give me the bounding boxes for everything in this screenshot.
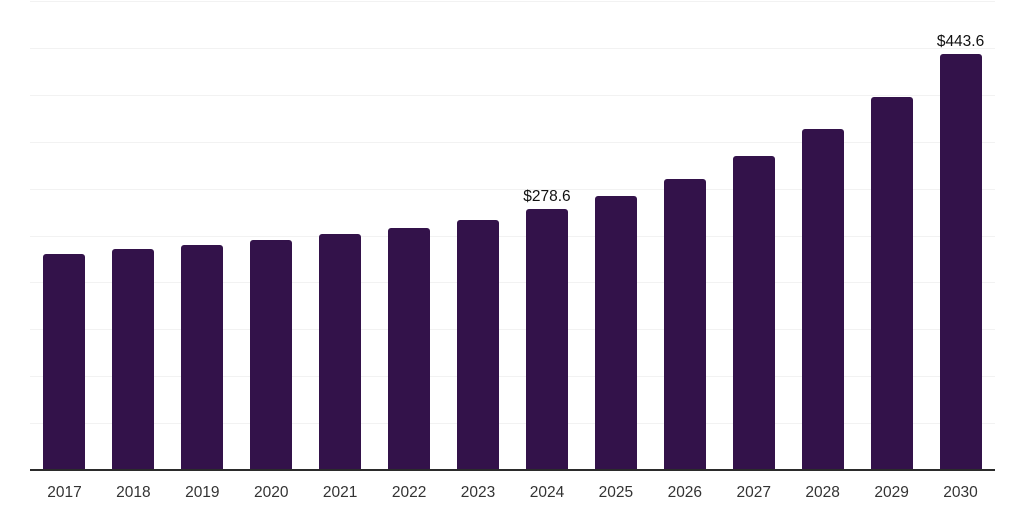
- gridline: [30, 236, 995, 237]
- gridline: [30, 142, 995, 143]
- gridline: [30, 48, 995, 49]
- gridline: [30, 329, 995, 330]
- x-tick-label-2027: 2027: [736, 484, 771, 501]
- x-tick-label-2025: 2025: [598, 484, 634, 501]
- bar-2019: [181, 244, 224, 470]
- bar-value-label-2030: $443.6: [936, 32, 985, 50]
- x-tick-label-2020: 2020: [254, 484, 289, 501]
- bar-2022: [388, 227, 431, 470]
- x-tick-label-2021: 2021: [322, 484, 358, 501]
- bar-2028: [801, 128, 844, 470]
- bar-2018: [112, 249, 155, 470]
- x-tick-label-2022: 2022: [391, 484, 427, 501]
- bar-2025: [594, 195, 637, 470]
- x-tick-label-2030: 2030: [943, 484, 978, 501]
- bar-2030: [939, 53, 982, 470]
- gridline: [30, 1, 995, 2]
- gridline: [30, 189, 995, 190]
- x-tick-label-2019: 2019: [185, 484, 220, 501]
- x-tick-label-2018: 2018: [116, 484, 151, 501]
- x-axis-line: [30, 469, 995, 471]
- x-tick-label-2028: 2028: [805, 484, 840, 501]
- gridline: [30, 376, 995, 377]
- bar-2021: [319, 233, 362, 470]
- x-tick-label-2024: 2024: [529, 484, 565, 501]
- bar-2020: [250, 239, 293, 470]
- bar-value-label-2024: $278.6: [523, 187, 571, 205]
- bar-2027: [732, 155, 775, 470]
- bar-2024: [525, 208, 568, 470]
- gridline: [30, 95, 995, 96]
- bar-2029: [870, 96, 913, 470]
- x-tick-label-2023: 2023: [460, 484, 496, 501]
- gridline: [30, 282, 995, 283]
- x-tick-label-2026: 2026: [667, 484, 703, 501]
- x-tick-label-2017: 2017: [47, 484, 82, 501]
- bar-2026: [663, 178, 706, 470]
- x-tick-label-2029: 2029: [874, 484, 909, 501]
- bar-2017: [43, 253, 86, 470]
- bar-2023: [457, 219, 500, 470]
- gridline: [30, 423, 995, 424]
